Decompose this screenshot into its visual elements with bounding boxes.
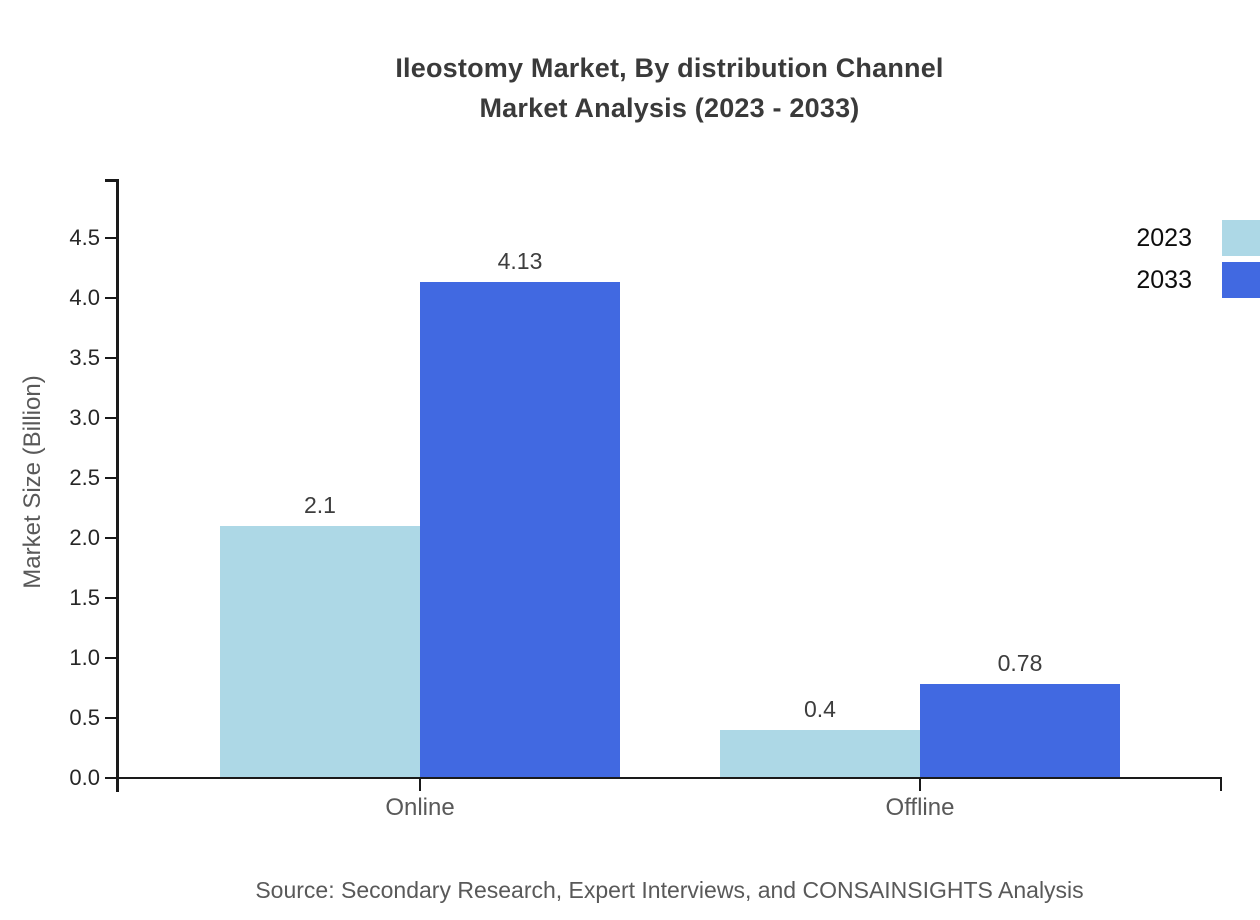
bar-online-2023 xyxy=(220,526,420,778)
y-tick-label: 0.5 xyxy=(69,705,100,730)
y-tick-label: 1.5 xyxy=(69,585,100,610)
y-axis-line xyxy=(116,180,119,792)
legend-swatch-2023 xyxy=(1222,220,1260,256)
x-axis-line xyxy=(109,776,1222,780)
legend: 2023 2033 xyxy=(1136,220,1260,298)
y-tick-label: 4.0 xyxy=(69,285,100,310)
bar-value-label: 2.1 xyxy=(304,492,336,518)
y-tick xyxy=(105,536,117,540)
y-tick xyxy=(105,356,117,360)
x-category-label-online: Online xyxy=(385,794,455,821)
bar-value-label: 4.13 xyxy=(497,248,543,275)
y-tick xyxy=(105,416,117,420)
bar-value-label: 0.78 xyxy=(997,650,1043,677)
chart-title: Ileostomy Market, By distribution Channe… xyxy=(117,48,1222,128)
y-tick-label: 3.0 xyxy=(69,405,100,430)
chart-title-line1: Ileostomy Market, By distribution Channe… xyxy=(395,53,944,83)
y-tick xyxy=(105,776,117,780)
x-tick xyxy=(918,777,922,791)
y-tick xyxy=(105,596,117,600)
y-tick-label: 3.5 xyxy=(69,345,100,370)
y-tick xyxy=(105,476,117,480)
y-tick-label: 0.0 xyxy=(69,765,100,790)
y-tick xyxy=(105,716,117,720)
legend-item-2033: 2033 xyxy=(1136,262,1260,298)
y-tick xyxy=(105,236,117,240)
bar-value-label: 0.4 xyxy=(804,696,836,722)
chart-title-line2: Market Analysis (2023 - 2033) xyxy=(479,93,860,123)
y-axis-top-cap xyxy=(105,179,119,182)
legend-label-2033: 2033 xyxy=(1136,266,1192,294)
y-tick xyxy=(105,656,117,660)
bar-offline-2033 xyxy=(920,684,1120,778)
y-tick-label: 2.5 xyxy=(69,465,100,490)
legend-item-2023: 2023 xyxy=(1136,220,1260,256)
x-axis-end-cap xyxy=(1219,777,1222,791)
y-tick-label: 4.5 xyxy=(69,225,100,250)
x-tick xyxy=(418,777,422,791)
bar-online-2033 xyxy=(420,282,620,778)
legend-label-2023: 2023 xyxy=(1136,224,1192,252)
bar-offline-2023 xyxy=(720,730,920,778)
legend-swatch-2033 xyxy=(1222,262,1260,298)
y-tick xyxy=(105,296,117,300)
y-tick-label: 2.0 xyxy=(69,525,100,550)
source-note: Source: Secondary Research, Expert Inter… xyxy=(255,877,1084,903)
y-tick-label: 1.0 xyxy=(69,645,100,670)
x-category-label-offline: Offline xyxy=(885,794,955,821)
